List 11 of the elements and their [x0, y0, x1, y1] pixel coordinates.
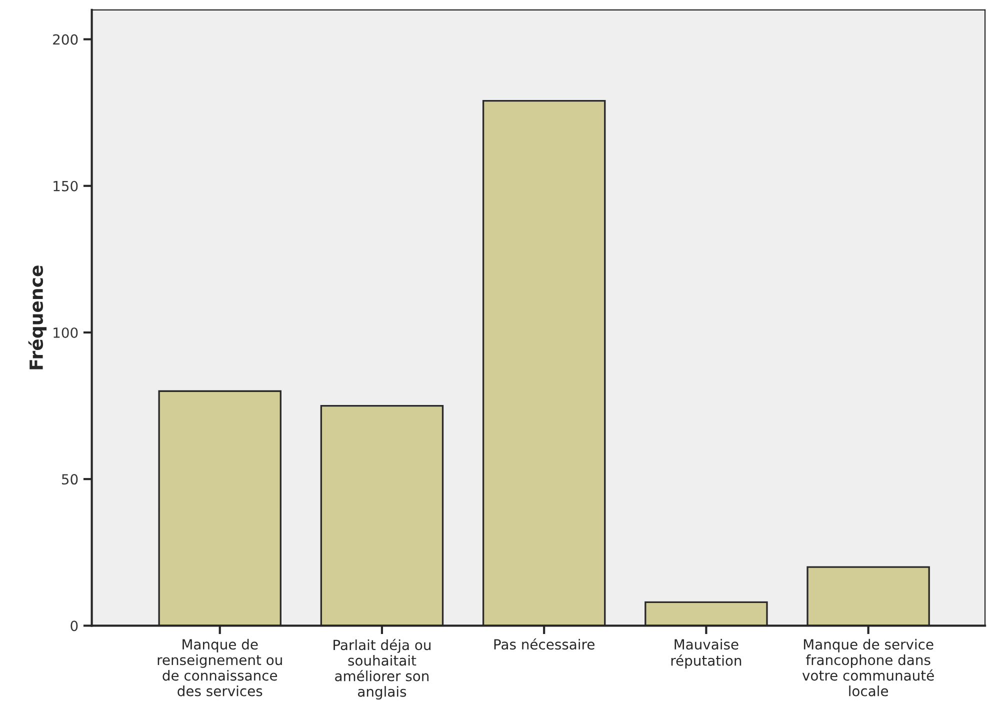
y-tick-label: 50: [62, 474, 78, 485]
x-tick-label: Pas nécessaire: [494, 638, 594, 650]
y-tick-label: 0: [70, 620, 78, 632]
x-tick-label: Parlait déja ou souhaitait améliorer son anglais: [334, 638, 430, 700]
y-axis-title: Fréquence: [28, 266, 47, 370]
x-tick-label: Manque de renseignement ou de connaissance des services: [158, 638, 282, 696]
x-tick-label: Mauvaise réputation: [671, 638, 742, 669]
y-tick-label: 150: [54, 180, 78, 192]
y-tick-label: 200: [53, 34, 78, 45]
y-tick-label: 100: [54, 327, 78, 338]
x-tick-label: Manque de service francophone dans votre communauté locale: [802, 638, 934, 696]
